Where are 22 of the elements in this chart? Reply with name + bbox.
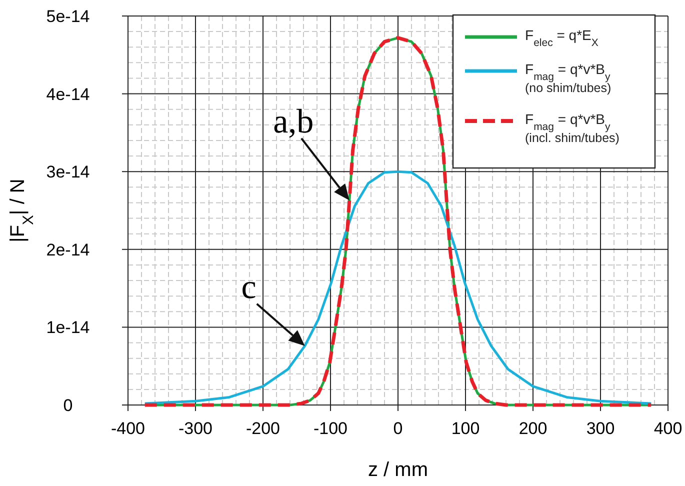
x-tick-label: 400 <box>654 419 682 438</box>
y-tick-label: 3e-14 <box>46 162 90 182</box>
x-tick-label: -400 <box>110 419 146 438</box>
x-tick-label: -300 <box>178 419 213 438</box>
x-tick-label: 0 <box>393 419 403 438</box>
x-tick-label: -100 <box>313 419 348 438</box>
y-tick-label: 0 <box>63 396 73 415</box>
x-tick-label: -200 <box>246 419 280 438</box>
y-tick-label: 4e-14 <box>46 84 90 104</box>
x-axis-title: z / mm <box>368 459 428 481</box>
annotation: c <box>241 268 256 306</box>
y-tick-label: 2e-14 <box>46 240 90 260</box>
x-tick-label: 300 <box>586 419 615 438</box>
y-tick-label: 5e-14 <box>46 7 90 26</box>
legend-label: F$_{mag}$ = q*v*B$_{y}$ (incl. shim/tubes) <box>525 111 620 145</box>
legend-label: F$_{elec}$ = q*E$_{X}$ <box>525 27 598 49</box>
annotation: a,b <box>273 103 314 140</box>
y-tick-label: 1e-14 <box>46 318 90 338</box>
line-series <box>144 170 652 405</box>
x-tick-label: 200 <box>518 419 548 438</box>
x-tick-label: 100 <box>451 419 480 438</box>
legend-label: F$_{mag}$ = q*v*B$_{y}$ (no shim/tubes) <box>525 61 612 95</box>
